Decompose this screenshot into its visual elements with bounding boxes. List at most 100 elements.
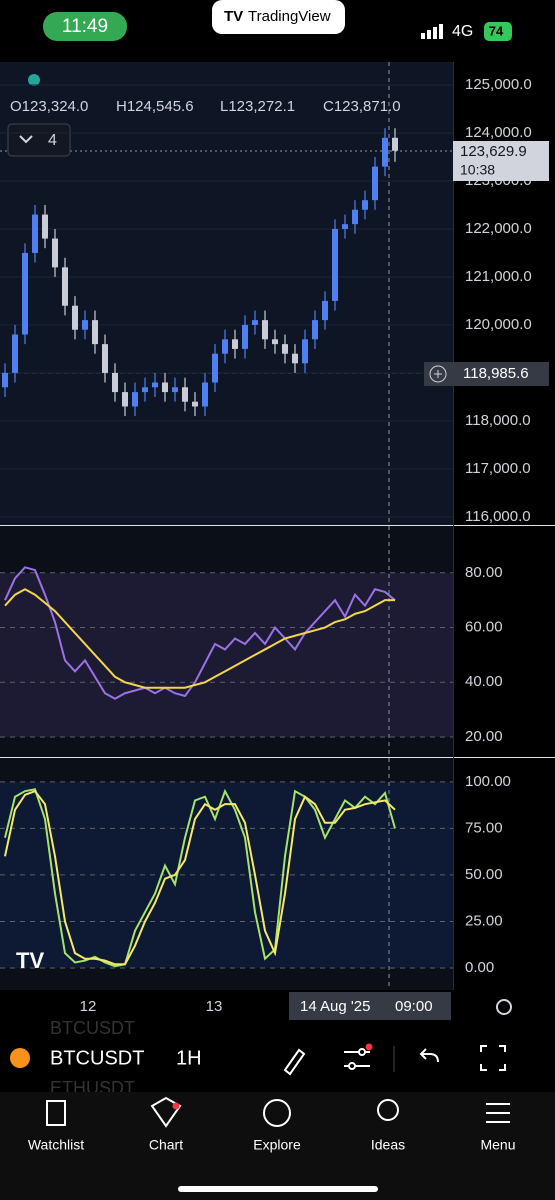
tv-watermark: TV xyxy=(16,948,44,973)
candle-body xyxy=(32,214,38,253)
candle-body xyxy=(342,224,348,229)
chevron xyxy=(19,135,33,144)
y-tick-label: 121,000.0 xyxy=(465,268,532,285)
candle-body xyxy=(192,401,198,407)
candle-body xyxy=(122,392,128,407)
series-line xyxy=(4,588,395,689)
status-time: 11:49 xyxy=(62,16,108,37)
coin-icon xyxy=(10,1048,30,1068)
tab[interactable]: Explore xyxy=(253,1137,301,1153)
candle-body xyxy=(52,238,58,268)
candle-body xyxy=(252,320,258,325)
indicator-toggle[interactable] xyxy=(7,123,71,157)
badge xyxy=(365,1043,373,1051)
candle-body xyxy=(392,137,398,151)
app-name: TradingView xyxy=(248,8,331,25)
candle-body xyxy=(312,320,318,340)
plus xyxy=(434,370,442,378)
draw-icon[interactable] xyxy=(283,1048,306,1076)
y-tick-label: 50.00 xyxy=(465,866,503,883)
rsi-panel xyxy=(0,526,453,757)
countdown: 10:38 xyxy=(460,162,495,178)
price-tag xyxy=(453,141,549,181)
candle-body xyxy=(322,300,328,321)
band xyxy=(0,572,453,738)
crosshair-date-tag xyxy=(289,992,451,1020)
tab[interactable]: Chart xyxy=(149,1137,183,1153)
candle-body xyxy=(362,200,368,210)
symbol[interactable]: BTCUSDT xyxy=(50,1047,144,1069)
x-label: 13 xyxy=(206,998,223,1015)
time-axis xyxy=(0,990,555,1024)
y-tick-label: 60.00 xyxy=(465,619,503,636)
ideas-icon[interactable] xyxy=(377,1099,399,1121)
ohlc-high: H124,545.6 xyxy=(116,98,194,115)
stoch-panel xyxy=(0,758,453,990)
candle-body xyxy=(92,320,98,345)
candle-body xyxy=(302,339,308,364)
time-pill xyxy=(43,12,127,41)
crosshair-tag xyxy=(424,362,549,386)
y-tick-label: 120,000.0 xyxy=(465,316,532,333)
candle-body xyxy=(222,339,228,354)
candle-body xyxy=(272,339,278,345)
network: 4G xyxy=(452,23,473,40)
app-pill xyxy=(212,0,345,34)
ohlc-close: C123,871.0 xyxy=(323,98,401,115)
candle-body xyxy=(62,267,68,306)
undo-icon[interactable] xyxy=(419,1048,439,1063)
candle-body xyxy=(372,166,378,201)
y-tick-label: 118,000.0 xyxy=(465,412,531,429)
y-tick-label: 100.00 xyxy=(465,773,511,790)
candle-body xyxy=(2,372,8,388)
candle-body xyxy=(242,324,248,349)
candle-body xyxy=(112,372,118,393)
home-indicator xyxy=(178,1186,378,1192)
menu-icon[interactable] xyxy=(486,1103,510,1123)
y-tick-label: 80.00 xyxy=(465,564,503,581)
y-tick-label: 25.00 xyxy=(465,912,503,929)
signal xyxy=(421,24,443,39)
candle-body xyxy=(352,209,358,225)
battery-level: 74 xyxy=(489,23,504,38)
y-tick-label: 75.00 xyxy=(465,819,503,836)
fullscreen-icon[interactable] xyxy=(480,1045,506,1071)
candle-body xyxy=(152,382,158,388)
ohlc-open: O123,324.0 xyxy=(10,98,88,115)
crosshair-time: 09:00 xyxy=(395,998,433,1015)
y-tick-label: 116,000.0 xyxy=(465,508,531,525)
ohlc-low: L123,272.1 xyxy=(220,98,295,115)
x-label: 12 xyxy=(80,998,97,1015)
price-panel xyxy=(0,62,453,525)
candle-body xyxy=(142,387,148,393)
chart-icon[interactable] xyxy=(150,1096,182,1128)
market-dot xyxy=(28,74,40,86)
indicators-icon[interactable] xyxy=(344,1048,370,1070)
explore-icon[interactable] xyxy=(263,1099,291,1127)
interval[interactable]: 1H xyxy=(176,1047,202,1069)
tab[interactable]: Ideas xyxy=(371,1137,405,1153)
series-line xyxy=(4,788,396,968)
candle-body xyxy=(42,214,48,239)
candle-body xyxy=(82,320,88,330)
settings-icon[interactable] xyxy=(496,999,512,1015)
y-tick-label: 20.00 xyxy=(465,728,503,745)
battery xyxy=(484,22,512,41)
tab[interactable]: Watchlist xyxy=(28,1137,84,1153)
candle-body xyxy=(72,305,78,330)
app-logo: TV xyxy=(224,8,243,25)
y-tick-label: 0.00 xyxy=(465,959,494,976)
ghost-symbol: BTCUSDT xyxy=(50,1018,135,1038)
add-icon[interactable] xyxy=(429,365,447,383)
series-line xyxy=(4,789,396,966)
tab[interactable]: Menu xyxy=(480,1137,515,1153)
tab-bar xyxy=(0,1092,555,1200)
crosshair-price: 118,985.6 xyxy=(463,365,529,382)
y-tick-label: 124,000.0 xyxy=(465,124,532,141)
y-tick-label: 117,000.0 xyxy=(465,460,531,477)
band xyxy=(0,781,453,969)
y-tick-label: 122,000.0 xyxy=(465,220,532,237)
candle-body xyxy=(292,353,298,364)
watchlist-icon[interactable] xyxy=(46,1100,66,1126)
